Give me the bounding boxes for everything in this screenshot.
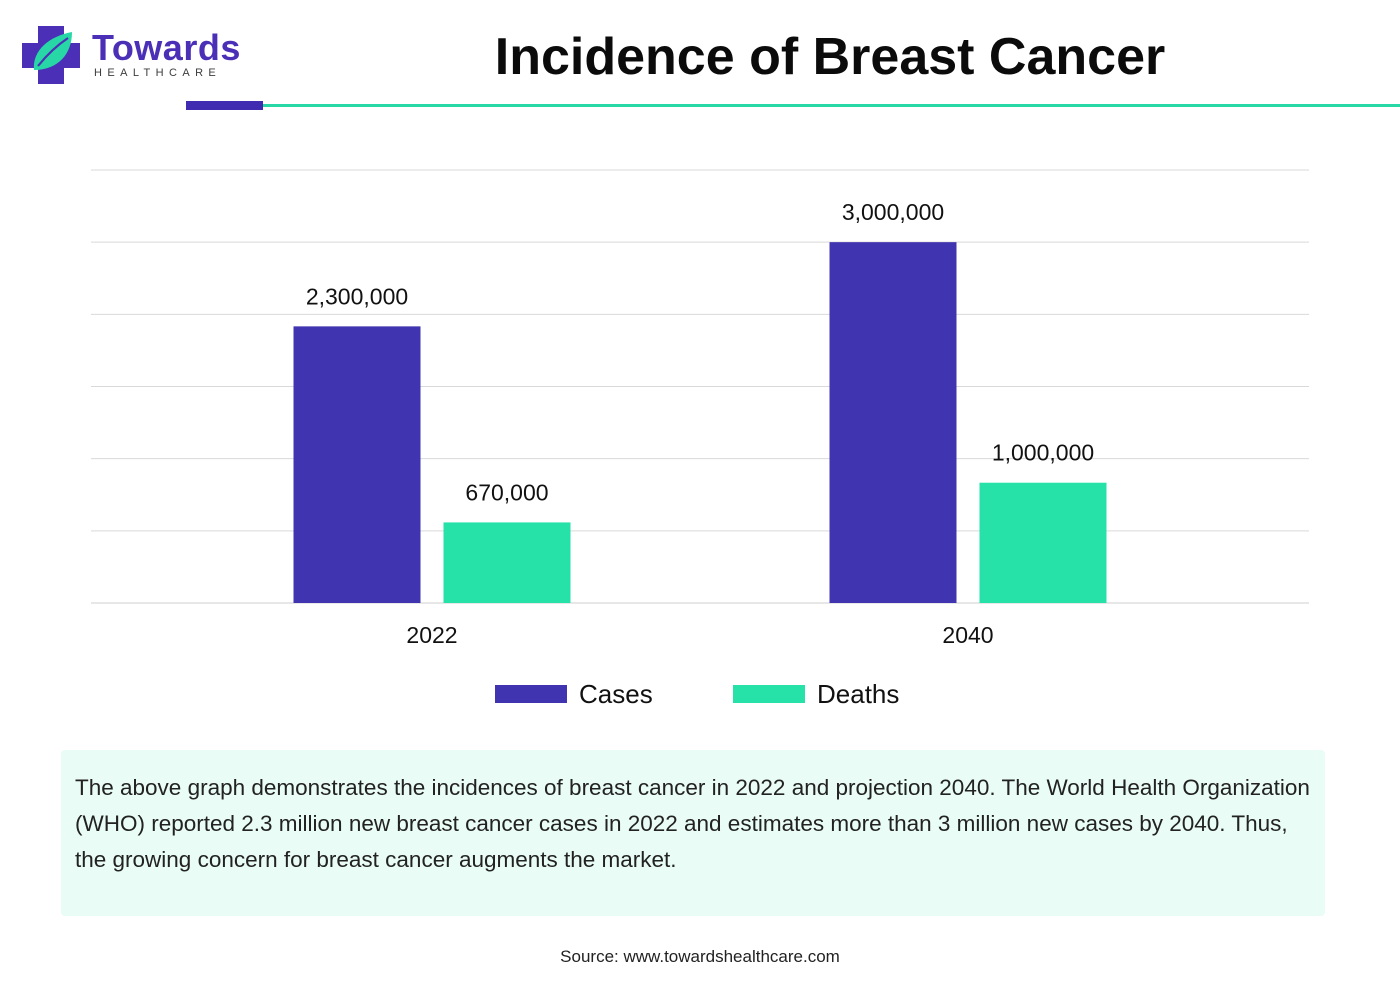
medical-cross-leaf-icon (22, 26, 80, 84)
bar-cases-2040 (829, 242, 957, 603)
x-tick-label-2040: 2040 (942, 622, 993, 648)
x-tick-label-2022: 2022 (406, 622, 457, 648)
data-label-cases-2040: 3,000,000 (842, 199, 944, 225)
bar-deaths-2022 (443, 522, 571, 603)
legend-swatch-cases (495, 685, 567, 703)
legend-swatch-deaths (733, 685, 805, 703)
logo-tagline: HEALTHCARE (94, 67, 222, 79)
brand-logo: Towards HEALTHCARE (22, 26, 242, 88)
page-title: Incidence of Breast Cancer (494, 28, 1166, 86)
data-label-deaths-2040: 1,000,000 (992, 440, 1094, 466)
bar-cases-2022 (293, 326, 421, 603)
bar-chart: 2,300,000 670,000 2022 3,000,000 1,000,000 20… (91, 169, 1309, 648)
data-label-cases-2022: 2,300,000 (306, 283, 408, 309)
chart-legend: Cases Deaths (0, 676, 1400, 712)
bar-deaths-2040 (979, 482, 1107, 603)
logo-wordmark: Towards (92, 27, 241, 68)
title-rule-line (263, 104, 1400, 107)
description-note: The above graph demonstrates the inciden… (61, 750, 1325, 916)
title-rule-accent (186, 101, 263, 110)
data-label-deaths-2022: 670,000 (465, 479, 548, 505)
legend-label-deaths: Deaths (817, 679, 900, 709)
source-credit: Source: www.towardshealthcare.com (560, 947, 840, 966)
legend-label-cases: Cases (579, 679, 653, 709)
